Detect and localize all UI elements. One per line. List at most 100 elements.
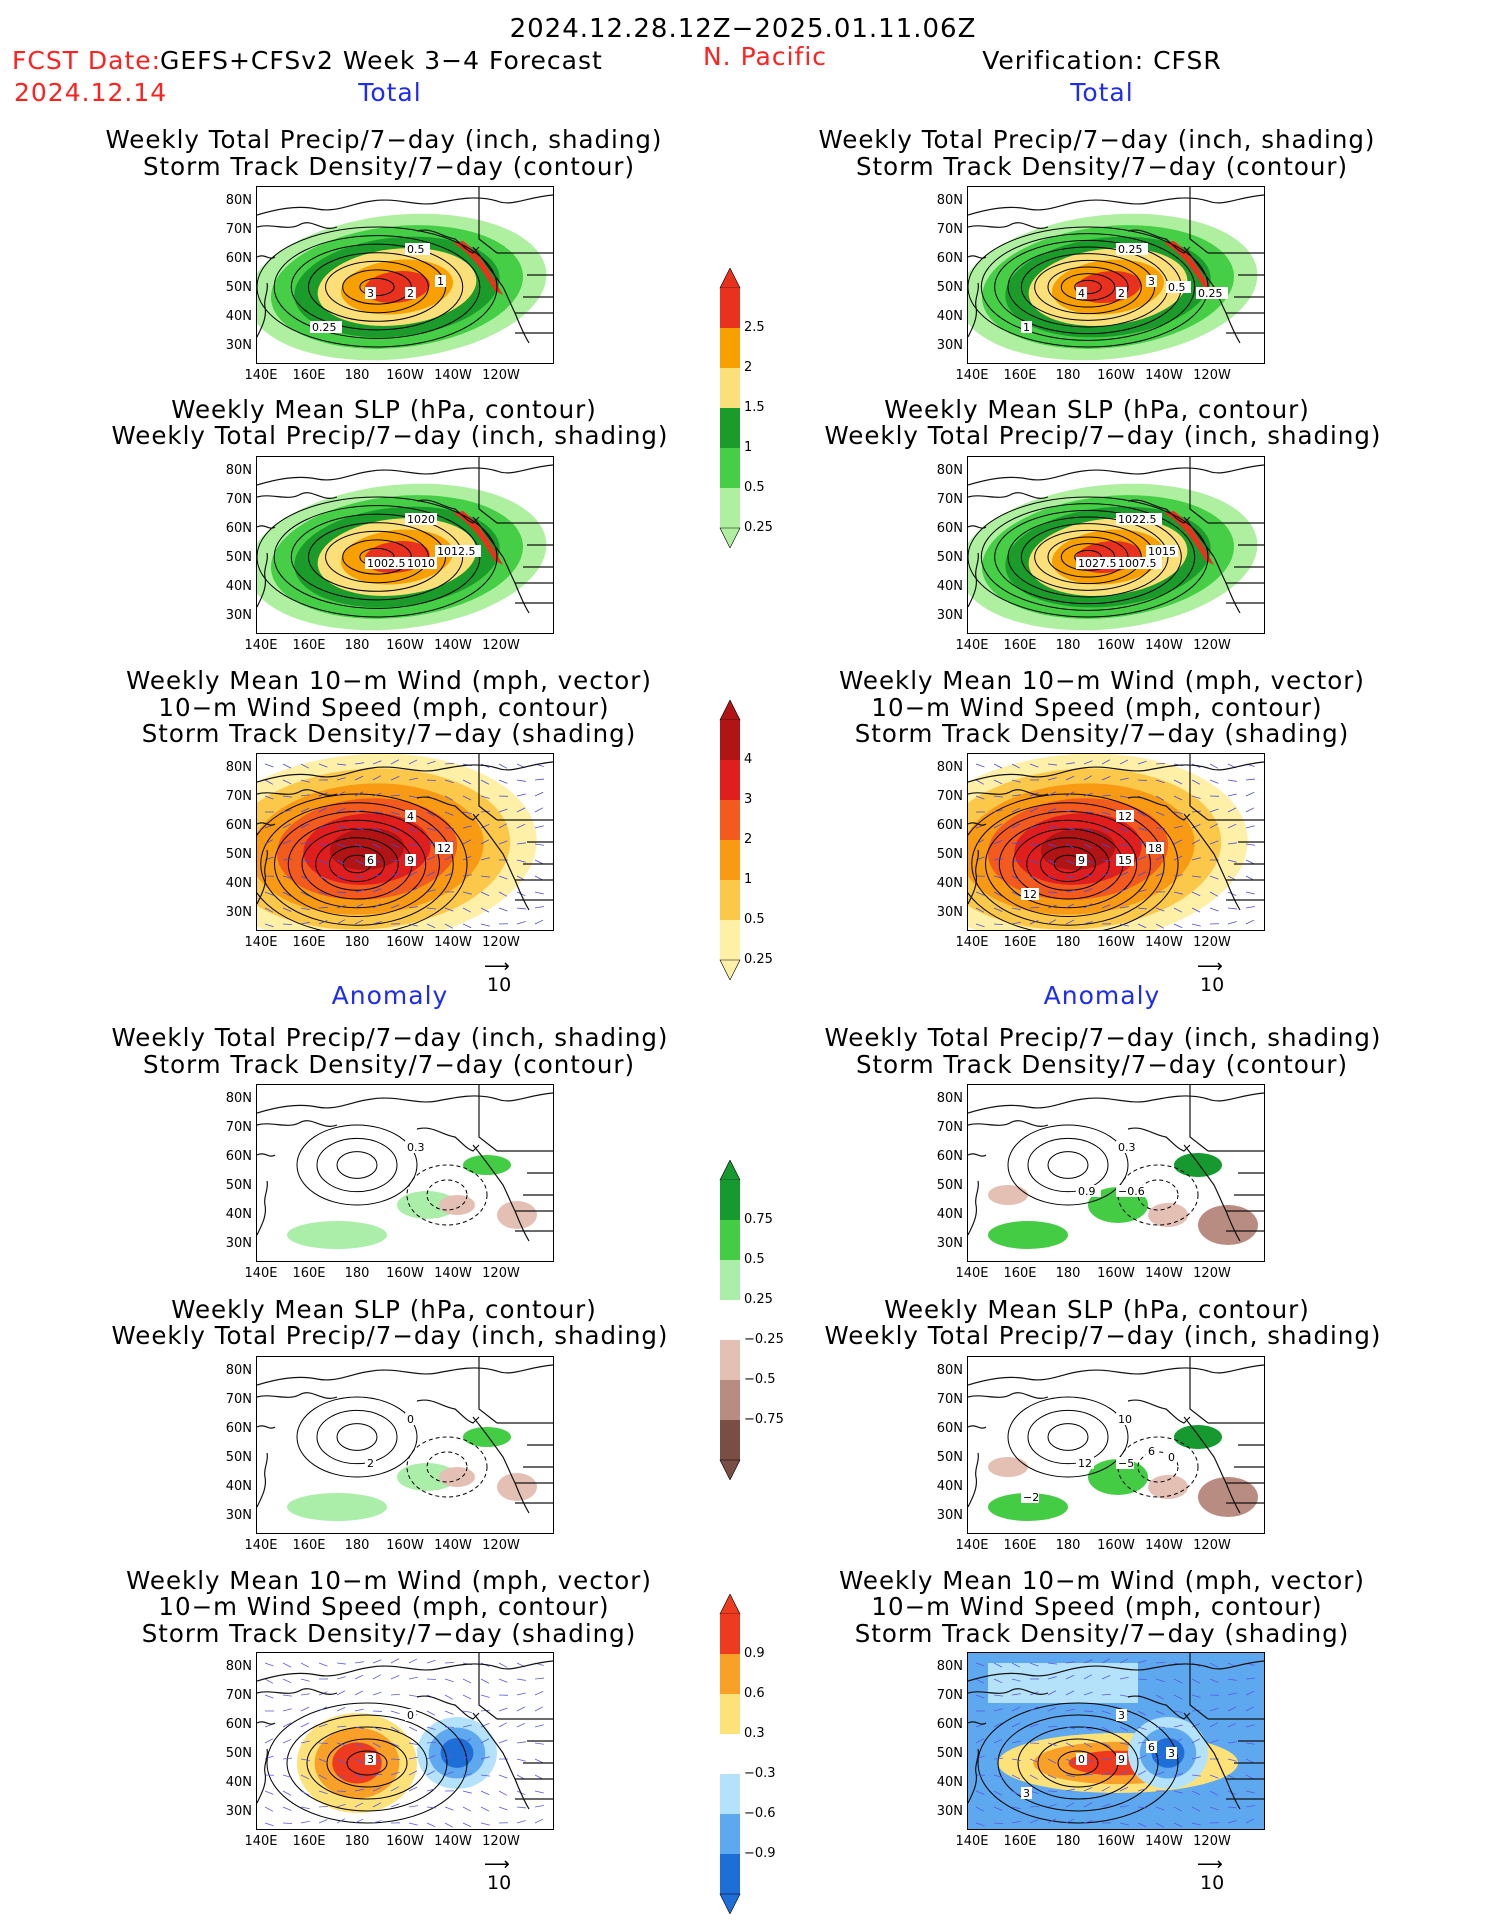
map-p3-right-wind-arrow-10 (1155, 762, 1166, 765)
coast-segment-11 (968, 1153, 987, 1157)
map-p3-right-label-2: 15 (1118, 854, 1132, 867)
map-p3-left-wind-arrow-152 (408, 906, 418, 909)
map-p4-left-lat-80N: 80N (225, 1091, 252, 1106)
map-p3-right-wind-arrow-134 (1083, 888, 1093, 893)
coast-segment-10 (968, 552, 980, 608)
map-p6-right-wind-arrow-133 (1065, 1788, 1075, 1792)
p6-left-title-1: Weekly Mean 10−m Wind (mph, vector) (126, 1566, 652, 1595)
map-p3-right-lat-70N: 70N (936, 789, 963, 804)
map-p6-left-wind-arrow-66 (300, 1722, 310, 1728)
coast-segment-2 (416, 1127, 480, 1152)
p6-right-title-2: 10−m Wind Speed (mph, contour) (871, 1592, 1323, 1621)
map-p2-left-bg-2 (405, 557, 437, 569)
map-p4-left-contour-neg-ring-1 (426, 1179, 468, 1211)
map-p2-left-lat-50N: 50N (225, 550, 252, 565)
map-p1-left-lon-140W: 140W (434, 368, 472, 383)
map-p4-right-patch-3 (1198, 1205, 1258, 1245)
map-p6-left-wind-arrow-129 (282, 1790, 292, 1796)
map-p4-left-contour-pos-ring-3 (296, 1124, 418, 1206)
map-p6-right-wind-arrow-51 (1029, 1706, 1039, 1712)
map-p4-right-lon-160E: 160E (1003, 1266, 1037, 1281)
map-p2-left-lon-140E: 140E (244, 638, 278, 653)
map-p1-right-contour-ring-2 (1060, 273, 1116, 301)
map-p6-left-lon-160W: 160W (386, 1834, 424, 1849)
map-p6-right-wind-arrow-21 (1065, 1674, 1075, 1680)
map-p5-left-lat-80N: 80N (225, 1363, 252, 1378)
map-p6-left-wind-arrow-154 (444, 1806, 454, 1811)
map-p6-right-wind-arrow-105 (1137, 1755, 1147, 1760)
map-p5-right-patch-5 (1148, 1475, 1188, 1499)
colorbar-anom-precip-seg-0 (720, 1180, 740, 1220)
coast-segment-0 (968, 1660, 1264, 1682)
map-p6-left-wind-arrow-100 (336, 1758, 346, 1764)
map-p6-right-lat-40N: 40N (936, 1775, 963, 1790)
map-p3-left-wind-arrow-59 (462, 811, 472, 814)
map-p3-left-wind-arrow-106 (444, 855, 454, 861)
p6-right-title-1: Weekly Mean 10−m Wind (mph, vector) (839, 1566, 1365, 1595)
map-p2-right-lat-60N: 60N (936, 521, 963, 536)
map-p4-left-label-0: 0.3 (407, 1141, 425, 1154)
map-p4-right-lat-40N: 40N (936, 1207, 963, 1222)
map-p4-left-bg-0 (405, 1141, 430, 1153)
map-p3-right-speed-ring-8 (968, 793, 1179, 930)
map-p6-left-wind-arrow-61 (498, 1707, 508, 1712)
map-p2-right-lat-40N: 40N (936, 579, 963, 594)
map-p4-right-canvas: 0.3 0.9 −0.6 (968, 1085, 1264, 1249)
p1-right-title-1: Weekly Total Precip/7−day (inch, shading… (818, 125, 1376, 154)
map-p3-right-wind-arrow-164 (1047, 919, 1057, 925)
map-p6-left-wind-arrow-134 (372, 1787, 382, 1792)
map-p3-left-wind-arrow-94 (516, 842, 526, 845)
map-p5-right-patch-3 (1198, 1477, 1258, 1517)
map-p3-left-wind-arrow-39 (390, 794, 401, 797)
map-p3-left-wind-arrow-174 (516, 921, 526, 925)
map-p2-left-lat-30N: 30N (225, 608, 252, 623)
map-p6-right-wind-arrow-9 (1137, 1659, 1147, 1664)
map-p3-right-wind-arrow-133 (1065, 889, 1075, 893)
map-p6-left-wind-arrow-169 (426, 1822, 436, 1828)
map-p3-right-wind-arrow-6 (1083, 760, 1093, 765)
map-p1-right-bg-1 (1076, 287, 1087, 299)
map-p3-right-lon-160W: 160W (1097, 935, 1135, 950)
map-p6-left-wind-arrow-78 (516, 1722, 526, 1728)
map-p3-left-wind-arrow-132 (336, 891, 347, 893)
map-p4-right: 0.3 0.9 −0.6 (967, 1084, 1265, 1262)
map-p1-left-lat-60N: 60N (225, 251, 252, 266)
map-p3-left-wind-arrow-119 (390, 872, 400, 877)
map-p6-right-wind-arrow-5 (1065, 1661, 1075, 1664)
map-p3-right-wind-arrow-175 (1245, 919, 1255, 925)
map-p2-right-lat-80N: 80N (936, 463, 963, 478)
map-p3-left-wind-arrow-9 (426, 760, 436, 765)
map-p2-right-lon-180: 180 (1055, 638, 1081, 653)
map-p6-left-wind-arrow-25 (426, 1678, 437, 1680)
coast-segment-4 (1189, 1085, 1209, 1152)
map-p6-right-wind-arrow-76 (1191, 1722, 1201, 1728)
map-p3-left-wind-arrow-77 (498, 823, 508, 829)
map-p6-right-wind-arrow-164 (1047, 1818, 1057, 1824)
coastline (968, 1085, 1264, 1242)
map-p6-left-speed (266, 1702, 468, 1824)
map-p1-right: 0.25 4 2 3 1 0.5 0.25 (967, 186, 1265, 364)
coast-segment-2 (1127, 1695, 1191, 1720)
map-p6-left-wind-arrow-108 (480, 1756, 490, 1760)
map-p3-right-wind-arrow-95 (1245, 843, 1255, 846)
coast-segment-4 (478, 187, 498, 254)
map-p6-right-lat-80N: 80N (936, 1659, 963, 1674)
map-p1-right-lat-60N: 60N (936, 251, 963, 266)
map-p3-left-wind-arrow-78 (516, 823, 526, 829)
map-p6-right-wind-arrow-40 (1119, 1694, 1129, 1698)
coast-segment-4 (478, 754, 498, 821)
map-p6-right-wind-arrow-134 (1083, 1787, 1093, 1792)
map-p6-right-wind-arrow-70 (1083, 1726, 1093, 1731)
map-p6-left-wind-arrow-130 (300, 1790, 310, 1796)
colorbar-anom-precip-seg-5 (720, 1380, 740, 1420)
map-p3-right-wind-arrow-66 (1011, 823, 1021, 829)
map-p3-right-wind-arrow-146 (1011, 907, 1021, 911)
map-p6-right-wind-arrow-155 (1173, 1806, 1183, 1812)
map-p6-left-wind-arrow-30 (516, 1678, 526, 1681)
map-p3-left-wind-arrow-147 (318, 906, 329, 909)
map-p3-right-wind-arrow-163 (1029, 920, 1039, 925)
map-p3-left-wind-arrow-139 (462, 891, 472, 895)
map-p3-left-wind-arrow-58 (444, 811, 454, 816)
map-p3-right-wind-arrow-79 (1245, 825, 1255, 829)
map-p3-right-wind-arrow-80 (975, 839, 985, 845)
